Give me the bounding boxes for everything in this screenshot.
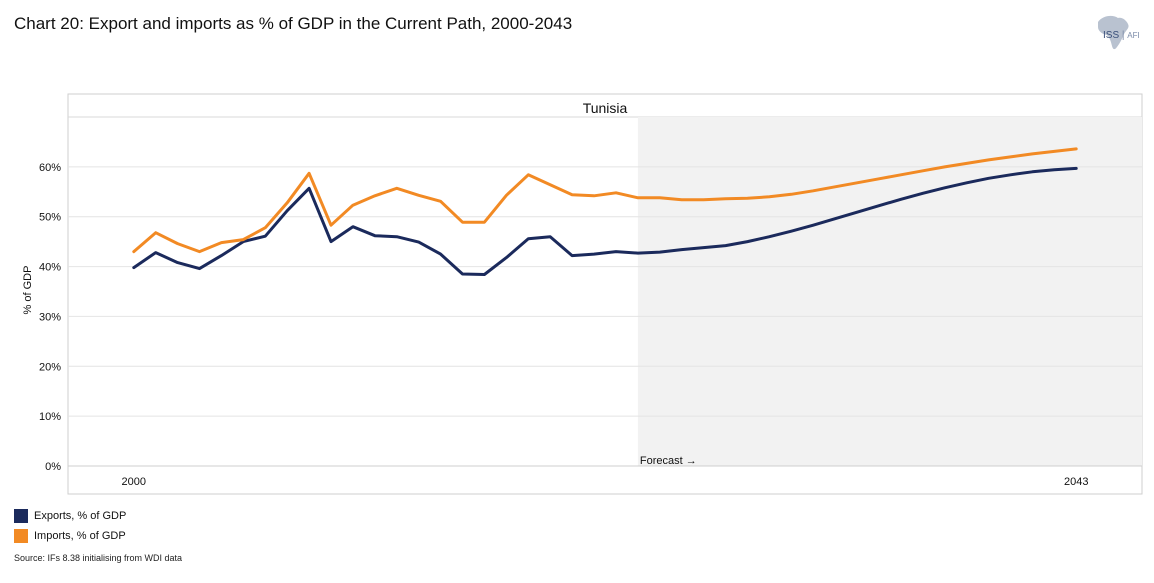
y-tick-label: 40%: [39, 262, 61, 274]
y-axis-label: % of GDP: [22, 266, 34, 315]
gridlines: [68, 166, 1142, 467]
legend-item-exports: Exports, % of GDP: [14, 506, 126, 526]
x-tick-label: 2043: [1064, 476, 1088, 488]
logo-main: ISS: [1103, 30, 1120, 41]
series-line-exports: [132, 166, 1078, 276]
legend-label-exports: Exports, % of GDP: [34, 510, 127, 522]
y-tick-label: 30%: [39, 311, 61, 323]
chart-title: Chart 20: Export and imports as % of GDP…: [14, 14, 573, 33]
y-tick-label: 10%: [39, 411, 61, 423]
logo-sub: AFI: [1127, 31, 1140, 40]
source-note: Source: IFs 8.38 initialising from WDI d…: [14, 553, 183, 563]
y-tick-label: 20%: [39, 361, 61, 373]
y-axis-ticks: 0% 10% 20% 30% 40% 50% 60%: [39, 162, 61, 473]
y-tick-label: 50%: [39, 212, 61, 224]
legend-swatch-exports: [14, 509, 28, 523]
legend-label-imports: Imports, % of GDP: [34, 530, 126, 542]
x-tick-label: 2000: [122, 476, 146, 488]
forecast-shading: [637, 117, 1142, 466]
x-axis-ticks: 2000 2043: [122, 476, 1089, 488]
series-line-imports: [132, 147, 1078, 254]
y-tick-label: 0%: [45, 461, 61, 473]
y-tick-label: 60%: [39, 162, 61, 174]
logo-text: ISS | AFI: [1103, 30, 1140, 41]
africa-map-logo-icon: [1098, 15, 1129, 50]
legend: Exports, % of GDP Imports, % of GDP: [14, 506, 126, 546]
panel-title: Tunisia: [583, 100, 628, 116]
forecast-label: Forecast →: [640, 455, 697, 467]
legend-swatch-imports: [14, 529, 28, 543]
data-series: [132, 147, 1078, 276]
legend-item-imports: Imports, % of GDP: [14, 526, 126, 546]
